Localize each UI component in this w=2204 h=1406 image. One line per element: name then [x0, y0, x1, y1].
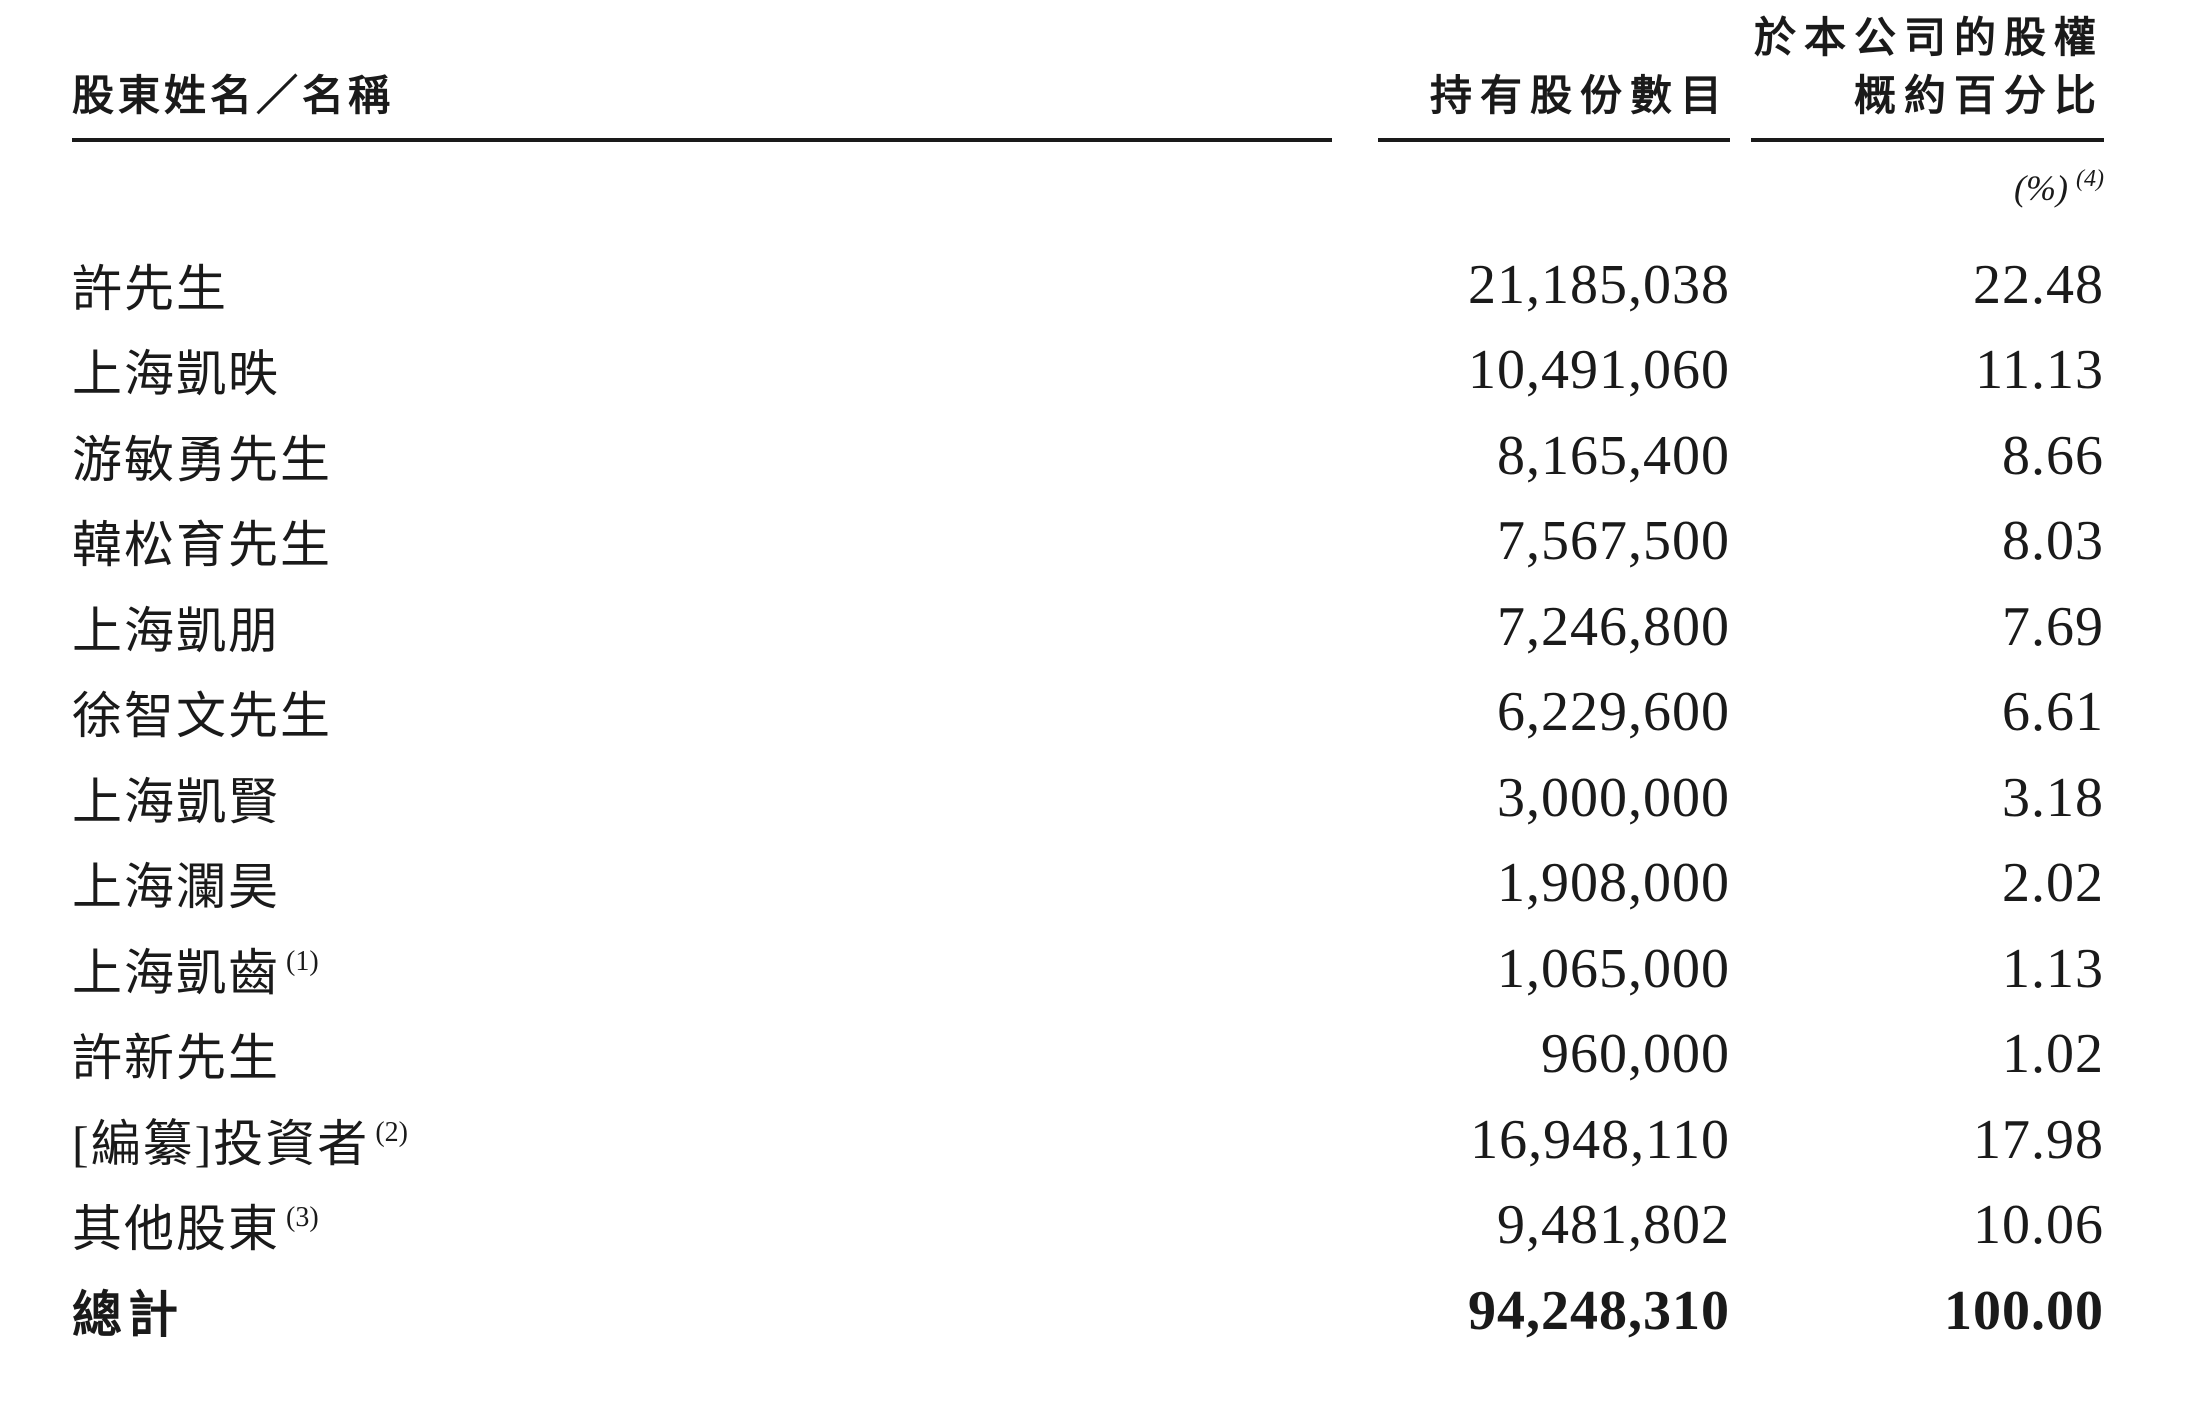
shareholder-name: 總計: [72, 1286, 184, 1343]
header-shares-held-label: 持有股份數目: [1429, 74, 1730, 120]
shareholder-name-cell: 其他股東 (3): [72, 1189, 1332, 1261]
shareholder-name: [編纂]投資者: [72, 1115, 370, 1172]
shareholder-name-cell: 游敏勇先生: [72, 420, 1332, 492]
equity-percent-cell: 8.66: [2002, 424, 2104, 487]
shareholder-name-cell: 上海凱賢: [72, 762, 1332, 834]
percent-unit-label: (%): [2014, 168, 2069, 208]
shareholder-name-cell: 許新先生: [72, 1018, 1332, 1090]
equity-percent-cell: 3.18: [2002, 766, 2104, 829]
table-row: 韓松育先生 7,567,500 8.03: [72, 499, 2150, 585]
footnote-ref: (2): [375, 1116, 408, 1148]
header-shares-held: 持有股份數目: [1378, 10, 1730, 142]
table-row: 上海凱朋 7,246,800 7.69: [72, 584, 2150, 670]
header-shareholder-name-label: 股東姓名／名稱: [72, 74, 395, 120]
shareholder-name: 上海瀾昊: [72, 859, 280, 916]
shareholder-name-cell: 上海凱昳: [72, 334, 1332, 406]
shareholder-name: 上海凱賢: [72, 773, 280, 830]
shares-held-cell: 9,481,802: [1497, 1194, 1730, 1257]
shares-held-cell: 6,229,600: [1497, 681, 1730, 744]
percent-unit: (%) (4): [1751, 156, 2104, 211]
shares-held-cell: 16,948,110: [1470, 1108, 1730, 1171]
table-header: 股東姓名／名稱 持有股份數目 於本公司的股權 概約百分比: [72, 10, 2150, 142]
table-row: 許新先生 960,000 1.02: [72, 1012, 2150, 1098]
table-row: 上海凱齒 (1) 1,065,000 1.13: [72, 926, 2150, 1012]
equity-percent-cell: 11.13: [1975, 339, 2104, 402]
equity-percent-cell: 22.48: [1973, 253, 2104, 316]
shareholder-name-cell: 許先生: [72, 249, 1332, 321]
shares-held-cell: 7,246,800: [1497, 595, 1730, 658]
shareholder-name: 韓松育先生: [72, 517, 332, 574]
equity-percent-cell: 1.02: [2002, 1023, 2104, 1086]
shareholder-name-cell: [編纂]投資者 (2): [72, 1104, 1332, 1176]
table-total-row: 總計 94,248,310 100.00: [72, 1268, 2150, 1354]
shares-held-cell: 10,491,060: [1468, 339, 1730, 402]
equity-percent-cell: 2.02: [2002, 852, 2104, 915]
equity-percent-cell: 17.98: [1973, 1108, 2104, 1171]
equity-percent-cell: 100.00: [1944, 1279, 2104, 1342]
table-row: 上海瀾昊 1,908,000 2.02: [72, 841, 2150, 927]
table-row: 許先生 21,185,038 22.48: [72, 242, 2150, 328]
shareholder-name: 其他股東: [72, 1201, 280, 1258]
shareholder-name: 上海凱朋: [72, 602, 280, 659]
shares-held-cell: 3,000,000: [1497, 766, 1730, 829]
shareholder-name-cell: 總計: [72, 1275, 1332, 1347]
table-row: 游敏勇先生 8,165,400 8.66: [72, 413, 2150, 499]
footnote-ref: (3): [286, 1202, 319, 1234]
shareholder-name: 許新先生: [72, 1030, 280, 1087]
equity-percent-cell: 7.69: [2002, 595, 2104, 658]
table-row: 其他股東 (3) 9,481,802 10.06: [72, 1183, 2150, 1269]
equity-percent-cell: 10.06: [1973, 1194, 2104, 1257]
footnote-ref: (1): [286, 945, 319, 977]
header-equity-percentage-line1: 於本公司的股權: [1753, 16, 2104, 62]
shares-held-cell: 94,248,310: [1468, 1279, 1730, 1342]
shares-held-cell: 1,065,000: [1497, 937, 1730, 1000]
table-row: 上海凱賢 3,000,000 3.18: [72, 755, 2150, 841]
shares-held-cell: 960,000: [1541, 1023, 1730, 1086]
shares-held-cell: 7,567,500: [1497, 510, 1730, 573]
table-row: 徐智文先生 6,229,600 6.61: [72, 670, 2150, 756]
shareholder-name-cell: 徐智文先生: [72, 676, 1332, 748]
header-shareholder-name: 股東姓名／名稱: [72, 10, 1332, 142]
shares-held-cell: 8,165,400: [1497, 424, 1730, 487]
table-row: [編纂]投資者 (2) 16,948,110 17.98: [72, 1097, 2150, 1183]
table-body: 許先生 21,185,038 22.48 上海凱昳 10,491,060 11.…: [72, 242, 2150, 1354]
shareholder-name: 徐智文先生: [72, 688, 332, 745]
equity-percent-cell: 1.13: [2002, 937, 2104, 1000]
equity-percent-cell: 8.03: [2002, 510, 2104, 573]
unit-row: (%) (4): [72, 156, 2150, 208]
shareholder-name: 游敏勇先生: [72, 431, 332, 488]
header-equity-percentage-line2: 概約百分比: [1853, 74, 2104, 120]
shareholder-name-cell: 上海瀾昊: [72, 847, 1332, 919]
shares-held-cell: 1,908,000: [1497, 852, 1730, 915]
shareholder-name-cell: 上海凱齒 (1): [72, 933, 1332, 1005]
shareholder-name-cell: 韓松育先生: [72, 505, 1332, 577]
shareholder-name-cell: 上海凱朋: [72, 591, 1332, 663]
shareholder-name: 上海凱昳: [72, 346, 280, 403]
shareholder-name: 上海凱齒: [72, 944, 280, 1001]
percent-unit-footnote-ref: (4): [2076, 166, 2104, 192]
shares-held-cell: 21,185,038: [1468, 253, 1730, 316]
table-row: 上海凱昳 10,491,060 11.13: [72, 328, 2150, 414]
header-equity-percentage: 於本公司的股權 概約百分比: [1751, 10, 2104, 142]
shareholder-name: 許先生: [72, 260, 228, 317]
equity-percent-cell: 6.61: [2002, 681, 2104, 744]
